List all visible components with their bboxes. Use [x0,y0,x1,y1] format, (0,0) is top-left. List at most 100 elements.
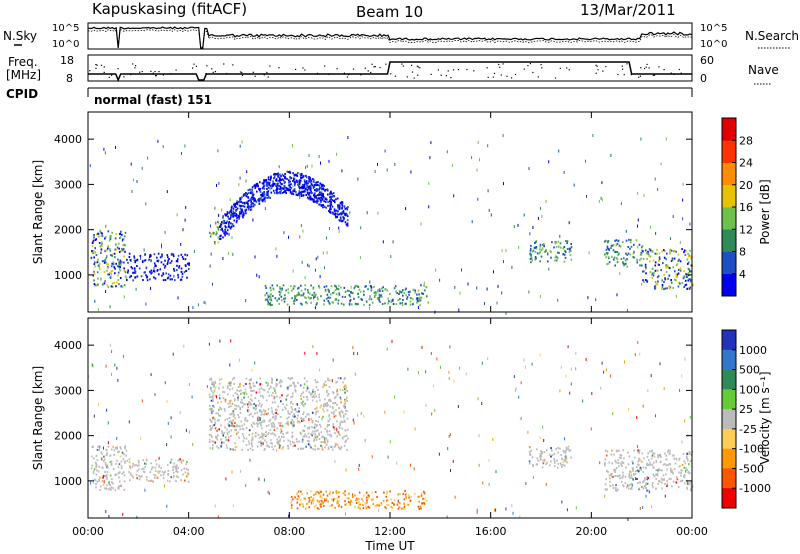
nave-point [108,76,110,78]
echo-cell [231,378,234,381]
echo-cell [656,472,659,475]
echo-cell [279,173,281,176]
echo-cell [563,246,566,248]
echo-cell [157,139,159,143]
echo-cell [554,461,556,464]
echo-cell [319,406,322,409]
echo-cell [119,232,121,235]
echo-cell [224,400,227,403]
echo-cell [116,436,118,440]
echo-cell [268,446,270,448]
echo-cell [224,213,226,216]
echo-cell [333,290,335,294]
echo-cell [398,293,400,295]
echo-cell [619,474,621,477]
echo-cell [299,181,301,184]
echo-cell [106,408,108,412]
echo-cell [642,470,644,473]
echo-cell [363,414,365,418]
echo-cell [417,306,419,310]
echo-cell [244,388,247,391]
echo-cell [293,421,295,424]
echo-cell [667,266,670,269]
echo-cell [319,368,321,372]
nave-point [413,77,415,79]
echo-cell [167,469,170,472]
echo-cell [604,494,606,498]
echo-cell [290,400,292,403]
echo-cell [417,289,420,292]
echo-cell [216,232,218,235]
echo-cell [119,455,122,458]
echo-cell [101,458,103,461]
echo-cell [226,417,229,420]
echo-cell [249,447,252,450]
echo-cell [643,485,646,488]
nsearch-bottom-tick: 10^0 [700,39,727,50]
echo-cell [131,190,133,193]
echo-cell [323,184,325,187]
echo-cell [235,407,237,410]
echo-cell [243,205,246,208]
echo-cell [124,275,127,278]
echo-cell [326,251,328,255]
echo-cell [93,256,95,259]
echo-cell [151,271,153,274]
echo-cell [313,291,316,294]
echo-cell [263,180,265,184]
echo-cell [308,418,310,421]
echo-cell [208,404,211,407]
echo-cell [332,358,334,362]
echo-cell [271,445,273,448]
nave-point [206,65,208,67]
echo-cell [330,411,333,414]
echo-cell [107,466,109,469]
echo-cell [418,293,420,296]
echo-cell [262,442,264,446]
echo-cell [128,252,131,255]
echo-cell [294,444,296,447]
echo-cell [221,221,223,224]
echo-cell [323,384,326,387]
echo-cell [321,417,323,421]
echo-cell [299,421,301,424]
echo-cell [673,257,676,260]
echo-cell [646,455,649,458]
echo-cell [274,389,276,392]
echo-cell [690,481,692,484]
echo-cell [307,296,310,299]
echo-cell [539,456,541,458]
echo-cell [346,208,349,211]
echo-cell [253,422,256,425]
echo-cell [134,271,137,274]
echo-cell [295,438,298,441]
echo-cell [550,447,552,450]
echo-cell [327,393,330,395]
echo-cell [342,421,344,423]
echo-cell [623,257,625,260]
echo-cell [679,388,681,392]
echo-cell [409,300,412,303]
echo-cell [184,471,187,474]
echo-cell [679,260,682,263]
echo-cell [515,387,517,391]
echo-cell [240,392,242,395]
echo-cell [344,412,347,415]
echo-cell [143,248,145,252]
power-echoes [89,134,694,315]
echo-cell [270,442,272,445]
echo-cell [236,404,238,407]
echo-cell [530,261,532,264]
echo-cell [187,480,190,483]
echo-cell [339,415,342,418]
echo-cell [264,409,267,412]
nave-point [192,67,194,69]
echo-cell [259,423,262,426]
echo-cell [129,259,132,261]
beam-title: Beam 10 [356,3,423,21]
echo-cell [654,261,657,264]
echo-cell [306,183,308,186]
echo-cell [208,438,211,441]
echo-cell [245,192,247,194]
nave-point [241,74,244,76]
